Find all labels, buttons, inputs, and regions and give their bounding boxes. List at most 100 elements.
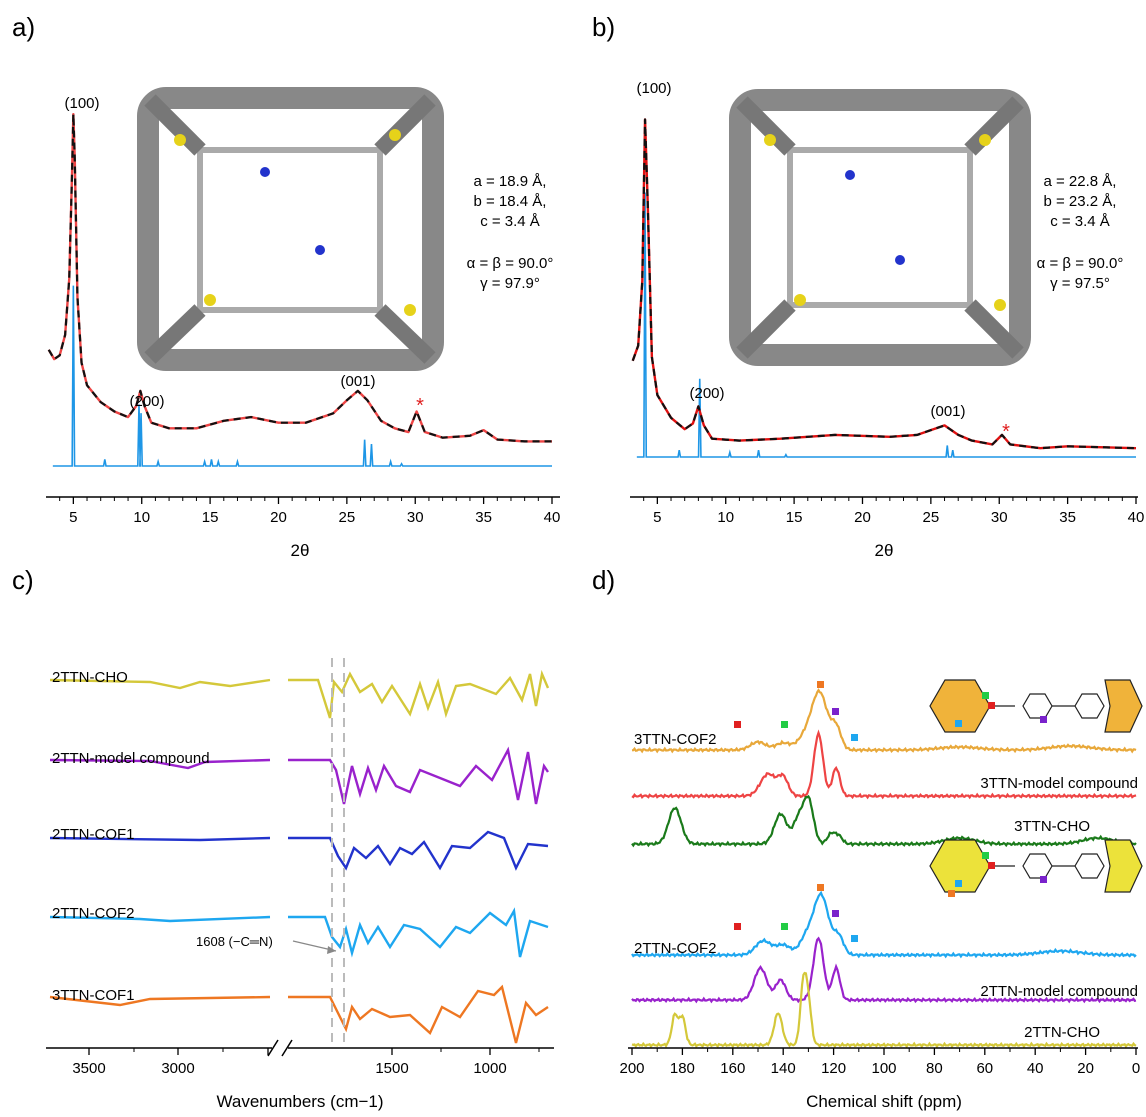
- ftir-trace-left: [49, 836, 271, 842]
- x-tick-label: 140: [771, 1060, 796, 1077]
- cell-param-b: b = 18.4 Å,: [474, 193, 547, 210]
- series-label-3ttn-cof2: 3TTN-COF2: [634, 731, 717, 748]
- series-label-3ttn-model: 3TTN-model compound: [980, 775, 1138, 792]
- cell-param-b: b = 23.2 Å,: [1044, 193, 1117, 210]
- x-tick-label: 30: [991, 509, 1008, 526]
- x-tick-label: 15: [202, 509, 219, 526]
- x-tick-label: 25: [339, 509, 356, 526]
- ftir-trace-left: [49, 758, 271, 770]
- x-axis-label-c: Wavenumbers (cm−1): [216, 1092, 383, 1111]
- x-tick-label: 120: [821, 1060, 846, 1077]
- x-tick-label: 1000: [473, 1060, 506, 1077]
- x-tick-label: 160: [720, 1060, 745, 1077]
- peak-label-001: (001): [930, 403, 965, 420]
- cell-param-c: c = 3.4 Å: [1050, 213, 1110, 230]
- ftir-trace-left: [49, 915, 271, 923]
- series-label-2ttn-model: 2TTN-model compound: [980, 983, 1138, 1000]
- x-tick-label: 35: [475, 509, 492, 526]
- x-tick-label: 3500: [72, 1060, 105, 1077]
- x-tick-label: 40: [1128, 509, 1145, 526]
- x-tick-label: 80: [926, 1060, 943, 1077]
- x-tick-label: 1500: [375, 1060, 408, 1077]
- ftir-plot-c: [49, 669, 550, 1044]
- molecule-3ttn-cof2: [929, 679, 1143, 733]
- x-axis-label-d: Chemical shift (ppm): [806, 1092, 962, 1111]
- x-tick-label: 0: [1132, 1060, 1140, 1077]
- x-tick-label: 10: [133, 509, 150, 526]
- ftir-trace-right: [288, 830, 549, 871]
- ftir-trace-right: [288, 746, 549, 805]
- ftir-trace-right: [288, 669, 550, 719]
- series-label-2ttn-cof2: 2TTN-COF2: [52, 905, 135, 922]
- peak-label-200: (200): [129, 393, 164, 410]
- panel-d: 3TTN-COF2 3TTN-model compound 3TTN-CHO 2…: [619, 679, 1143, 1111]
- cell-param-a: a = 22.8 Å,: [1044, 173, 1117, 190]
- x-tick-label: 35: [1059, 509, 1076, 526]
- nmr-trace: [631, 688, 1137, 754]
- cell-param-alpha-beta: α = β = 90.0°: [1037, 255, 1124, 272]
- x-tick-label: 3000: [161, 1060, 194, 1077]
- simulated-pattern: [52, 285, 552, 467]
- x-ticks-a: 5 10 15 20 25 30 35 40: [59, 497, 561, 526]
- x-tick-label: 5: [69, 509, 77, 526]
- panel-label-d: d): [592, 565, 616, 595]
- x-ticks-d: 200 180 160 140 120 100 80 60 40 20 0: [619, 1048, 1140, 1077]
- x-tick-label: 60: [976, 1060, 993, 1077]
- cof-structure-image-b: [729, 89, 1031, 366]
- peak-label-001: (001): [340, 373, 375, 390]
- panel-label-b: b): [592, 12, 616, 42]
- ftir-trace-left: [49, 995, 271, 1007]
- xrd-plot-a: [47, 112, 552, 467]
- x-tick-label: 10: [717, 509, 734, 526]
- impurity-asterisk: *: [416, 395, 424, 417]
- x-tick-label: 40: [544, 509, 561, 526]
- x-ticks-c: 3500 3000 1500 1000: [72, 1048, 540, 1077]
- x-ticks-b: 5 10 15 20 25 30 35 40: [643, 497, 1145, 526]
- simulated-pattern: [636, 192, 1136, 458]
- panel-a: a = 18.9 Å, b = 18.4 Å, c = 3.4 Å α = β …: [46, 87, 561, 560]
- x-tick-label: 20: [270, 509, 287, 526]
- series-label-2ttn-cof2: 2TTN-COF2: [634, 940, 717, 957]
- nmr-trace: [631, 971, 1137, 1049]
- ftir-trace-left: [49, 678, 271, 690]
- nmr-trace: [631, 729, 1137, 800]
- imine-annotation: 1608 (−C═N): [196, 934, 273, 949]
- peak-markers-top: [734, 681, 858, 741]
- imine-arrowhead: [327, 946, 336, 954]
- pawley-fit: [631, 118, 1137, 450]
- x-tick-label: 40: [1027, 1060, 1044, 1077]
- cell-param-a: a = 18.9 Å,: [474, 173, 547, 190]
- x-tick-label: 25: [923, 509, 940, 526]
- nmr-trace: [631, 794, 1137, 848]
- cof-structure-image-a: [137, 87, 444, 371]
- x-tick-label: 20: [1077, 1060, 1094, 1077]
- panel-c: 2TTN-CHO 2TTN-model compound 2TTN-COF1 2…: [46, 658, 554, 1111]
- x-tick-label: 15: [786, 509, 803, 526]
- nmr-trace: [631, 936, 1137, 1004]
- panel-b: a = 22.8 Å, b = 23.2 Å, c = 3.4 Å α = β …: [630, 80, 1144, 560]
- series-label-2ttn-cho: 2TTN-CHO: [52, 669, 128, 686]
- x-axis-label-a: 2θ: [291, 541, 310, 560]
- ftir-trace-right: [288, 907, 549, 958]
- nmr-plot-d: [631, 688, 1137, 1049]
- impurity-asterisk: *: [1002, 421, 1010, 443]
- axis-break-mark: [267, 1039, 279, 1057]
- pawley-fit: [47, 113, 552, 443]
- panel-label-a: a): [12, 12, 36, 42]
- x-tick-label: 100: [871, 1060, 896, 1077]
- xrd-plot-b: [631, 118, 1137, 458]
- peak-markers-bottom: [734, 884, 858, 942]
- series-label-2ttn-model: 2TTN-model compound: [52, 750, 210, 767]
- panel-label-c: c): [12, 565, 34, 595]
- x-tick-label: 30: [407, 509, 424, 526]
- peak-label-200: (200): [689, 385, 724, 402]
- x-tick-label: 20: [854, 509, 871, 526]
- peak-label-100: (100): [64, 95, 99, 112]
- series-label-3ttn-cho: 3TTN-CHO: [1014, 818, 1090, 835]
- series-label-3ttn-cof1: 3TTN-COF1: [52, 987, 135, 1004]
- x-tick-label: 180: [670, 1060, 695, 1077]
- ftir-trace-right: [288, 984, 549, 1044]
- x-tick-label: 5: [653, 509, 661, 526]
- axis-break-mark: [281, 1039, 293, 1057]
